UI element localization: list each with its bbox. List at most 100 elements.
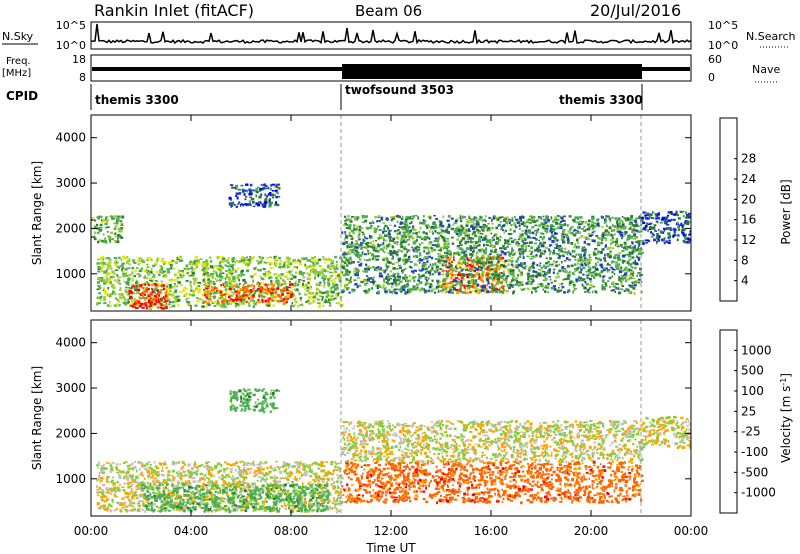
heat-cell	[282, 298, 285, 300]
heat-cell	[338, 276, 342, 280]
heat-cell	[250, 275, 254, 278]
heat-cell	[288, 262, 291, 265]
heat-cell	[475, 245, 478, 248]
heat-cell	[474, 241, 478, 245]
heat-cell	[367, 244, 369, 248]
heat-cell	[268, 192, 272, 194]
heat-cell	[558, 255, 562, 258]
heat-cell	[326, 258, 330, 262]
heat-cell	[532, 266, 535, 269]
heat-cell	[584, 248, 587, 251]
heat-cell	[216, 302, 220, 305]
heat-cell	[496, 264, 499, 268]
heat-cell	[258, 488, 262, 490]
heat-cell	[276, 279, 280, 283]
heat-cell	[97, 268, 101, 271]
heat-cell	[610, 242, 612, 245]
heat-cell	[608, 218, 612, 220]
heat-cell	[333, 290, 335, 293]
heat-cell	[443, 285, 447, 288]
heat-cell	[293, 282, 297, 285]
heat-cell	[520, 272, 523, 276]
heat-cell	[526, 282, 529, 285]
heat-cell	[634, 245, 636, 248]
heat-cell	[383, 257, 386, 260]
heat-cell	[419, 221, 422, 225]
heat-cell	[285, 286, 289, 290]
heat-cell	[657, 229, 660, 231]
heat-cell	[448, 269, 450, 272]
heat-cell	[441, 225, 445, 228]
heat-cell	[119, 230, 123, 233]
heat-cell	[375, 246, 378, 250]
heat-cell	[176, 297, 180, 301]
heat-cell	[612, 229, 615, 232]
heat-cell	[276, 191, 279, 195]
heat-cell	[391, 217, 395, 220]
heat-cell	[595, 253, 599, 256]
heat-cell	[657, 212, 660, 215]
heat-cell	[103, 297, 107, 301]
heat-cell	[502, 286, 504, 289]
heat-cell	[500, 216, 504, 218]
heat-cell	[358, 244, 361, 247]
heat-cell	[364, 284, 367, 286]
heat-cell	[629, 244, 632, 247]
heat-cell	[236, 261, 239, 263]
heat-cell	[541, 244, 545, 248]
heat-cell	[171, 259, 174, 262]
heat-cell	[293, 298, 297, 301]
heat-cell	[230, 205, 232, 208]
heat-cell	[555, 276, 557, 279]
heat-cell	[481, 270, 485, 273]
heat-cell	[553, 236, 557, 240]
heat-cell	[480, 277, 484, 280]
heat-cell	[123, 482, 126, 485]
heat-cell	[386, 289, 388, 293]
heat-cell	[325, 269, 328, 272]
heat-cell	[445, 270, 448, 272]
heat-cell	[280, 289, 284, 292]
heat-cell	[201, 299, 204, 302]
heat-cell	[199, 258, 203, 260]
heat-cell	[594, 290, 597, 293]
heat-cell	[163, 274, 167, 277]
heat-cell	[676, 213, 679, 217]
heat-cell	[412, 226, 415, 230]
heat-cell	[621, 278, 625, 281]
heat-cell	[441, 235, 444, 239]
heat-cell	[126, 260, 130, 262]
heat-cell	[526, 241, 529, 244]
heat-cell	[398, 226, 401, 229]
heat-cell	[323, 281, 326, 285]
heat-cell	[436, 266, 440, 269]
heat-cell	[263, 205, 267, 208]
heat-cell	[630, 215, 634, 218]
heat-cell	[356, 246, 359, 249]
heat-cell	[392, 273, 397, 276]
heat-cell	[361, 231, 364, 234]
heat-cell	[538, 224, 541, 228]
heat-cell	[243, 292, 246, 295]
heat-cell	[204, 292, 207, 295]
heat-cell	[563, 230, 566, 233]
heat-cell	[394, 230, 396, 233]
heat-cell	[236, 259, 238, 262]
heat-cell	[349, 279, 351, 282]
heat-cell	[480, 258, 484, 260]
heat-cell	[510, 283, 513, 287]
heat-cell	[203, 271, 207, 273]
heat-cell	[630, 277, 633, 279]
heat-cell	[244, 281, 248, 285]
heat-cell	[486, 260, 489, 263]
heat-cell	[418, 268, 421, 271]
heat-cell	[511, 219, 514, 222]
heat-cell	[357, 273, 359, 277]
heat-cell	[581, 221, 584, 225]
heat-cell	[452, 274, 457, 276]
heat-cell	[470, 262, 475, 266]
heat-cell	[437, 260, 440, 263]
heat-cell	[631, 277, 635, 280]
heat-cell	[298, 261, 302, 264]
heat-cell	[450, 282, 454, 285]
